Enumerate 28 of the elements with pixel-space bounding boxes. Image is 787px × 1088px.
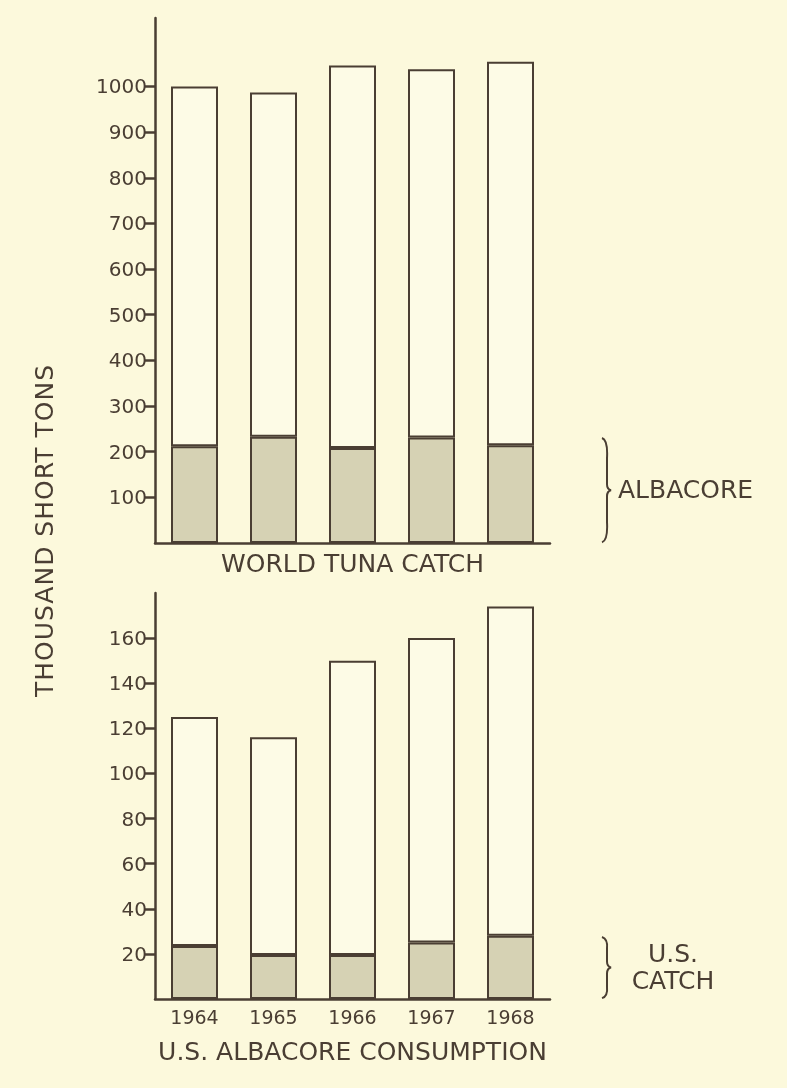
y-tick-label: 60 <box>121 851 147 876</box>
text: U.S. CATCH <box>630 938 716 996</box>
y-tick-label: 80 <box>121 806 147 831</box>
y-tick-label: 800 <box>108 165 147 190</box>
y-tick-label: 140 <box>108 671 147 696</box>
y-tick-label: 100 <box>108 761 147 786</box>
y-tick-label: 600 <box>108 257 147 282</box>
y-tick-label: 1000 <box>96 74 147 99</box>
x-tick-label: 1965 <box>249 1005 298 1028</box>
x-tick-label: 1967 <box>407 1005 456 1028</box>
x-tick-label: 1964 <box>170 1005 219 1028</box>
y-tick-label: 40 <box>121 896 147 921</box>
y-tick-label: 100 <box>108 485 147 510</box>
y-tick-label: 900 <box>108 120 147 145</box>
y-tick-label: 200 <box>108 439 147 464</box>
y-tick-label: 160 <box>108 626 147 651</box>
y-tick-label: 400 <box>108 348 147 373</box>
x-tick-label: 1968 <box>486 1005 535 1028</box>
text: ALBACORE <box>618 474 754 504</box>
y-tick-label: 700 <box>108 211 147 236</box>
y-tick-label: 300 <box>108 394 147 419</box>
x-axis-title: WORLD TUNA CATCH <box>221 549 484 578</box>
y-tick-label: 20 <box>121 941 147 966</box>
y-axis-title: THOUSAND SHORT TONS <box>29 363 59 697</box>
y-tick-label: 500 <box>108 302 147 327</box>
y-tick-label: 120 <box>108 716 147 741</box>
x-axis-title: U.S. ALBACORE CONSUMPTION <box>158 1037 547 1066</box>
x-tick-label: 1966 <box>328 1005 377 1028</box>
